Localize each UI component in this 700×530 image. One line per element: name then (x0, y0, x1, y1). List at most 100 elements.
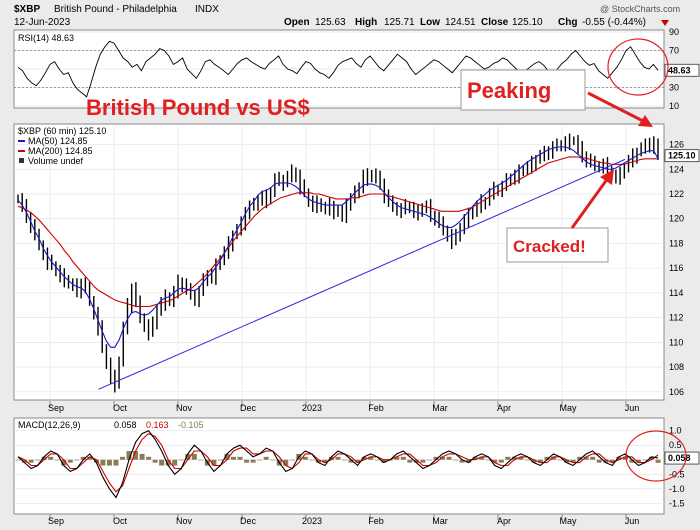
price-tick-label: 108 (669, 362, 684, 372)
macd-histogram-bar (407, 459, 413, 463)
low-label: Low (420, 17, 440, 28)
peaking-arrow (587, 91, 653, 127)
macd-histogram-bar (93, 459, 99, 463)
macd-histogram-bar (119, 456, 125, 460)
price-tick-label: 118 (669, 238, 683, 248)
close-label: Close (481, 17, 509, 28)
price-x-label: Apr (497, 403, 511, 413)
macd-histogram-bar (537, 459, 543, 463)
peaking-annotation: Peaking (467, 78, 551, 103)
macd-histogram-bar (433, 456, 439, 460)
macd-x-label: Oct (113, 516, 128, 526)
macd-histogram-bar (648, 456, 654, 460)
macd-histogram-bar (459, 459, 465, 463)
price-tick-label: 114 (669, 288, 683, 298)
macd-x-label: Nov (176, 516, 193, 526)
open-label: Open (284, 17, 310, 28)
macd-histogram-bar (41, 456, 47, 460)
macd-histogram-bar (133, 451, 139, 460)
ma200-legend: MA(200) 124.85 (28, 146, 93, 156)
macd-histogram-bar (139, 453, 145, 460)
low-value: 124.51 (445, 17, 476, 28)
header: $XBP British Pound - Philadelphia INDX 1… (14, 4, 680, 28)
macd-histogram-bar (400, 456, 406, 460)
macd-histogram-bar (426, 459, 432, 461)
macd-histogram-bar (635, 459, 641, 463)
macd-histogram-bar (348, 459, 354, 463)
ma200-line (17, 156, 658, 308)
macd-x-label: Jun (625, 516, 640, 526)
cracked-arrow (570, 169, 614, 229)
macd-histogram-bar (479, 456, 485, 460)
macd-histogram-bar (557, 459, 563, 461)
macd-histogram-bar (394, 456, 400, 460)
rsi-tick-label: 30 (669, 83, 679, 93)
macd-current-value-box (664, 451, 700, 465)
macd-histogram-bar (629, 459, 635, 463)
macd-histogram-bar (368, 456, 374, 460)
macd-histogram-bar (446, 456, 452, 460)
price-x-label: Oct (113, 403, 128, 413)
macd-histogram-bar (335, 456, 341, 460)
macd-panel (13, 417, 665, 515)
macd-histogram-bar (511, 456, 517, 460)
trendline (98, 158, 626, 390)
macd-histogram-bar (146, 456, 152, 460)
high-value: 125.71 (384, 17, 415, 28)
macd-histogram-bar (472, 456, 478, 460)
price-tick-label: 120 (669, 214, 684, 224)
macd-histogram-bar (328, 456, 334, 460)
volume-legend-swatch (19, 158, 24, 163)
high-label: High (355, 17, 377, 28)
macd-histogram-bar (609, 459, 615, 463)
macd-histogram-bar (453, 459, 459, 461)
macd-histogram-bar (15, 459, 21, 461)
rsi-current-value-box (664, 63, 700, 77)
price-tick-label: 116 (669, 263, 683, 273)
histogram-legend-value: -0.105 (178, 420, 204, 430)
macd-histogram-bar (263, 456, 269, 460)
macd-current-value: 0.058 (668, 453, 691, 463)
macd-histogram-bar (315, 459, 321, 463)
macd-legend-label: MACD(12,26,9) (18, 420, 81, 430)
price-tick-label: 112 (669, 313, 683, 323)
chart-date: 12-Jun-2023 (14, 17, 71, 28)
macd-histogram-bar (67, 459, 73, 463)
instrument-name: British Pound - Philadelphia (54, 4, 177, 15)
macd-highlight-circle (625, 430, 687, 482)
macd-histogram-bar (289, 459, 295, 461)
macd-histogram-bar (80, 456, 86, 460)
macd-histogram-bar (185, 453, 191, 460)
price-x-label: Jun (625, 403, 640, 413)
macd-histogram-bar (283, 459, 289, 466)
macd-histogram-bar (439, 456, 445, 460)
macd-histogram-bar (309, 459, 315, 461)
macd-histogram-bar (100, 459, 106, 466)
open-value: 125.63 (315, 17, 346, 28)
macd-histogram-bar (237, 456, 243, 460)
macd-histogram-bar (270, 459, 276, 461)
macd-line (17, 430, 659, 499)
macd-histogram-bar (244, 459, 250, 463)
price-x-label: Feb (368, 403, 384, 413)
macd-legend-value: 0.058 (114, 420, 137, 430)
macd-histogram-bar (172, 459, 178, 466)
macd-histogram-bar (570, 459, 576, 463)
macd-tick-label: -1.5 (669, 498, 685, 508)
macd-histogram-bar (74, 459, 80, 461)
macd-x-label: Feb (368, 516, 384, 526)
rsi-tick-label: 10 (669, 101, 679, 111)
macd-histogram-bar (381, 459, 387, 463)
macd-histogram-bar (655, 459, 661, 463)
macd-histogram-bar (355, 459, 361, 463)
macd-histogram-bar (531, 459, 537, 463)
macd-histogram-bar (61, 459, 67, 466)
price-tick-label: 126 (669, 140, 684, 150)
macd-x-label: 2023 (302, 516, 322, 526)
macd-histogram-bar (564, 459, 570, 463)
price-current-value-box (664, 149, 700, 163)
price-current-value: 125.10 (668, 151, 696, 161)
macd-histogram-bar (224, 453, 230, 460)
